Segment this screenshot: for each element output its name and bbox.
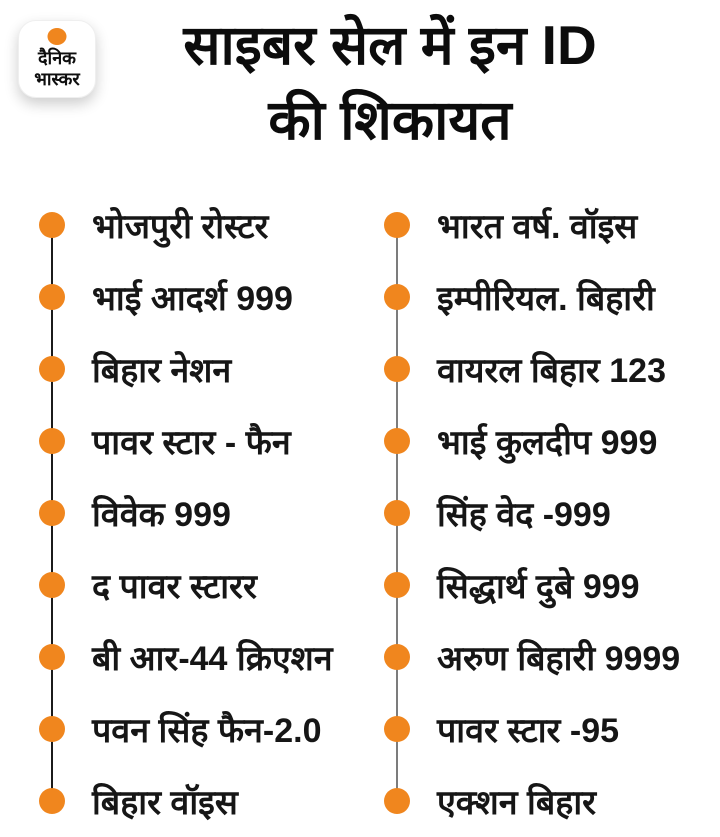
bullet-icon xyxy=(39,644,65,670)
id-name-label: भारत वर्ष. वॉइस xyxy=(437,208,638,246)
id-name-label: वायरल बिहार 123 xyxy=(437,352,666,390)
page-title-line1: साइबर सेल में इन ID xyxy=(183,14,597,76)
id-name-label: भाई कुलदीप 999 xyxy=(437,424,658,462)
bullet-icon xyxy=(384,644,410,670)
list-item: भारत वर्ष. वॉइस xyxy=(384,189,680,261)
list-item: वायरल बिहार 123 xyxy=(384,333,680,405)
bullet-icon xyxy=(39,356,65,382)
list-item: एक्शन बिहार xyxy=(384,765,680,837)
list-item: भोजपुरी रोस्टर xyxy=(39,189,333,261)
list-item: भाई कुलदीप 999 xyxy=(384,405,680,477)
bullet-icon xyxy=(384,428,410,454)
id-name-label: द पावर स्टारर xyxy=(92,568,257,606)
list-item: पवन सिंह फैन-2.0 xyxy=(39,693,333,765)
bullet-icon xyxy=(384,356,410,382)
bullet-icon xyxy=(384,500,410,526)
bullet-icon xyxy=(39,212,65,238)
dainik-bhaskar-logo: दैनिक भास्कर xyxy=(18,20,96,98)
list-item: द पावर स्टारर xyxy=(39,549,333,621)
list-item: सिंह वेद -999 xyxy=(384,477,680,549)
id-name-label: भाई आदर्श 999 xyxy=(92,280,293,318)
id-name-label: भोजपुरी रोस्टर xyxy=(92,208,269,246)
list-item: विवेक 999 xyxy=(39,477,333,549)
id-name-label: बिहार वॉइस xyxy=(92,784,238,822)
list-item: बिहार वॉइस xyxy=(39,765,333,837)
bullet-icon xyxy=(39,284,65,310)
list-item: इम्पीरियल. बिहारी xyxy=(384,261,680,333)
id-name-label: इम्पीरियल. बिहारी xyxy=(437,280,655,318)
bullet-icon xyxy=(39,500,65,526)
logo-wordmark: दैनिक भास्कर xyxy=(19,48,95,90)
list-item: भाई आदर्श 999 xyxy=(39,261,333,333)
id-name-label: सिंह वेद -999 xyxy=(437,496,611,534)
bullet-icon xyxy=(39,572,65,598)
page-title-line2: की शिकायत xyxy=(268,89,512,151)
list-item: सिद्धार्थ दुबे 999 xyxy=(384,549,680,621)
bullet-icon xyxy=(384,788,410,814)
id-name-label: बी आर-44 क्रिएशन xyxy=(92,640,333,678)
id-name-label: एक्शन बिहार xyxy=(437,784,597,822)
sun-dot-icon xyxy=(47,28,67,45)
right-column: भारत वर्ष. वॉइस इम्पीरियल. बिहारी वायरल बि… xyxy=(384,189,680,837)
bullet-icon xyxy=(39,788,65,814)
logo-word-line2: भास्कर xyxy=(34,69,80,89)
list-item: बी आर-44 क्रिएशन xyxy=(39,621,333,693)
id-name-label: पावर स्टार -95 xyxy=(437,712,620,750)
list-item: बिहार नेशन xyxy=(39,333,333,405)
bullet-icon xyxy=(384,284,410,310)
id-name-label: अरुण बिहारी 9999 xyxy=(437,640,681,678)
list-item: अरुण बिहारी 9999 xyxy=(384,621,680,693)
id-name-label: पवन सिंह फैन-2.0 xyxy=(92,712,322,750)
bullet-icon xyxy=(39,428,65,454)
logo-word-line1: दैनिक xyxy=(37,48,77,68)
id-name-label: बिहार नेशन xyxy=(92,352,232,390)
list-item: पावर स्टार -95 xyxy=(384,693,680,765)
id-name-label: विवेक 999 xyxy=(92,496,231,534)
id-name-label: सिद्धार्थ दुबे 999 xyxy=(437,568,640,606)
left-column: भोजपुरी रोस्टर भाई आदर्श 999 बिहार नेशन पाव… xyxy=(39,189,333,837)
bullet-icon xyxy=(384,212,410,238)
page-title: साइबर सेल में इन ID की शिकायत xyxy=(130,8,650,158)
bullet-icon xyxy=(384,572,410,598)
list-item: पावर स्टार - फैन xyxy=(39,405,333,477)
bullet-icon xyxy=(39,716,65,742)
bullet-icon xyxy=(384,716,410,742)
id-name-label: पावर स्टार - फैन xyxy=(92,424,291,462)
